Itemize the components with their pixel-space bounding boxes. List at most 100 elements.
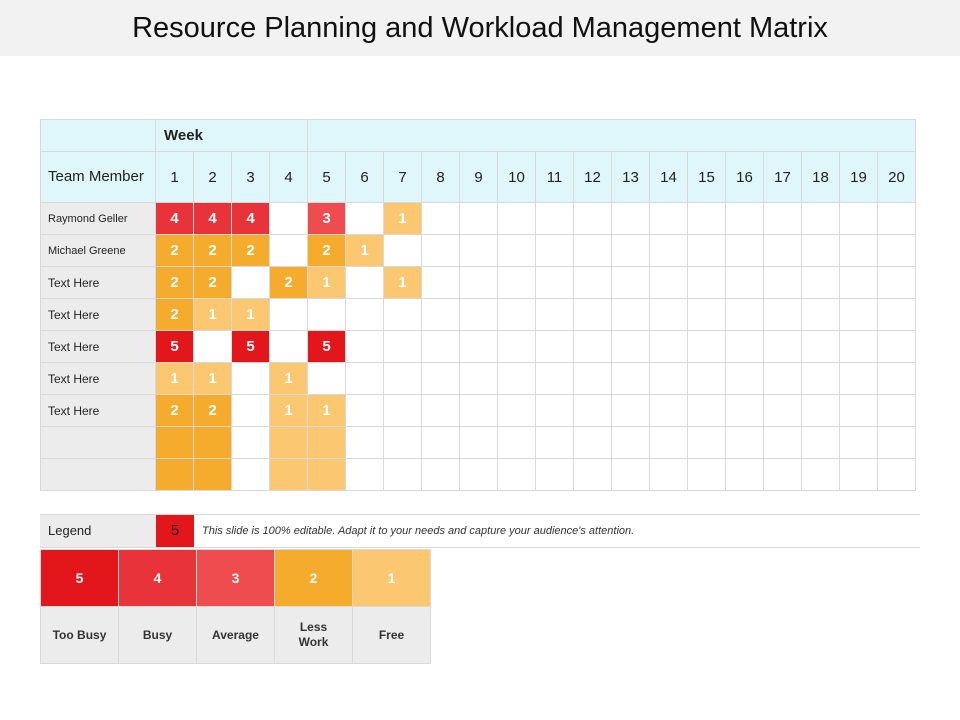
workload-cell — [421, 426, 460, 459]
workload-cell: 1 — [307, 394, 346, 427]
workload-cell — [763, 394, 802, 427]
workload-cell: 1 — [193, 362, 232, 395]
workload-cell — [459, 298, 498, 331]
workload-cell — [497, 426, 536, 459]
workload-cell: 1 — [345, 234, 384, 267]
workload-cell — [459, 362, 498, 395]
workload-cell: 1 — [155, 362, 194, 395]
workload-cell — [687, 234, 726, 267]
workload-cell — [839, 298, 878, 331]
workload-cell — [535, 202, 574, 235]
workload-cell — [573, 458, 612, 491]
workload-cell — [269, 234, 308, 267]
workload-cell — [497, 330, 536, 363]
title-bar — [0, 0, 960, 56]
workload-cell — [421, 234, 460, 267]
workload-cell — [269, 426, 308, 459]
workload-cell — [839, 458, 878, 491]
workload-cell — [649, 266, 688, 299]
workload-cell — [155, 458, 194, 491]
workload-cell — [725, 458, 764, 491]
workload-cell — [269, 458, 308, 491]
workload-cell — [801, 362, 840, 395]
scale-label: Free — [352, 606, 431, 664]
workload-cell — [231, 458, 270, 491]
workload-cell — [535, 458, 574, 491]
workload-cell — [763, 234, 802, 267]
scale-value: 3 — [196, 549, 275, 607]
workload-cell — [535, 298, 574, 331]
week-number: 20 — [877, 151, 916, 203]
workload-cell — [611, 362, 650, 395]
workload-cell — [459, 394, 498, 427]
week-number: 18 — [801, 151, 840, 203]
workload-cell — [725, 266, 764, 299]
workload-cell — [649, 362, 688, 395]
header-corner — [40, 119, 156, 152]
member-row: Text Here 5 5 5 — [40, 330, 916, 363]
legend-label: Legend — [40, 515, 156, 547]
scale-labels-row: Too Busy Busy Average Less Work Free — [40, 606, 431, 664]
scale-label: Average — [196, 606, 275, 664]
workload-cell — [383, 298, 422, 331]
workload-cell — [611, 394, 650, 427]
workload-cell — [383, 330, 422, 363]
workload-cell — [535, 330, 574, 363]
workload-cell — [877, 330, 916, 363]
workload-cell — [877, 234, 916, 267]
workload-cell: 2 — [155, 298, 194, 331]
workload-cell — [345, 330, 384, 363]
scale-label: Less Work — [274, 606, 353, 664]
workload-cell — [535, 362, 574, 395]
workload-cell — [345, 426, 384, 459]
workload-cell — [269, 330, 308, 363]
workload-cell — [839, 234, 878, 267]
workload-cell — [839, 426, 878, 459]
week-number: 4 — [269, 151, 308, 203]
scale-value: 5 — [40, 549, 119, 607]
workload-cell: 5 — [155, 330, 194, 363]
workload-cell — [573, 202, 612, 235]
workload-cell — [573, 234, 612, 267]
workload-cell — [649, 202, 688, 235]
member-name: Text Here — [40, 330, 156, 363]
workload-cell — [193, 426, 232, 459]
workload-cell — [383, 394, 422, 427]
member-name — [40, 458, 156, 491]
workload-cell — [497, 394, 536, 427]
workload-cell — [269, 298, 308, 331]
week-number: 12 — [573, 151, 612, 203]
week-number: 3 — [231, 151, 270, 203]
workload-cell — [231, 362, 270, 395]
workload-cell — [877, 426, 916, 459]
workload-cell — [687, 330, 726, 363]
workload-cell: 4 — [231, 202, 270, 235]
workload-cell: 1 — [193, 298, 232, 331]
week-header-row: Week — [40, 119, 916, 152]
workload-cell — [193, 458, 232, 491]
workload-cell — [725, 202, 764, 235]
workload-cell — [687, 202, 726, 235]
workload-cell — [611, 298, 650, 331]
workload-matrix: Week Team Member 1 2 3 4 5 6 7 8 9 10 11 12 13 14 15 16… — [40, 119, 916, 491]
week-number: 6 — [345, 151, 384, 203]
workload-cell — [383, 426, 422, 459]
workload-cell — [763, 202, 802, 235]
workload-cell — [535, 426, 574, 459]
workload-cell — [573, 394, 612, 427]
workload-cell — [155, 426, 194, 459]
workload-cell: 1 — [307, 266, 346, 299]
workload-cell — [763, 362, 802, 395]
workload-cell — [877, 298, 916, 331]
workload-cell — [497, 362, 536, 395]
workload-cell — [877, 202, 916, 235]
member-row: Michael Greene 2 2 2 2 1 — [40, 234, 916, 267]
member-row: Text Here 1 1 1 — [40, 362, 916, 395]
workload-cell — [573, 298, 612, 331]
workload-cell: 2 — [269, 266, 308, 299]
workload-cell — [193, 330, 232, 363]
workload-cell — [421, 298, 460, 331]
workload-cell: 1 — [383, 266, 422, 299]
